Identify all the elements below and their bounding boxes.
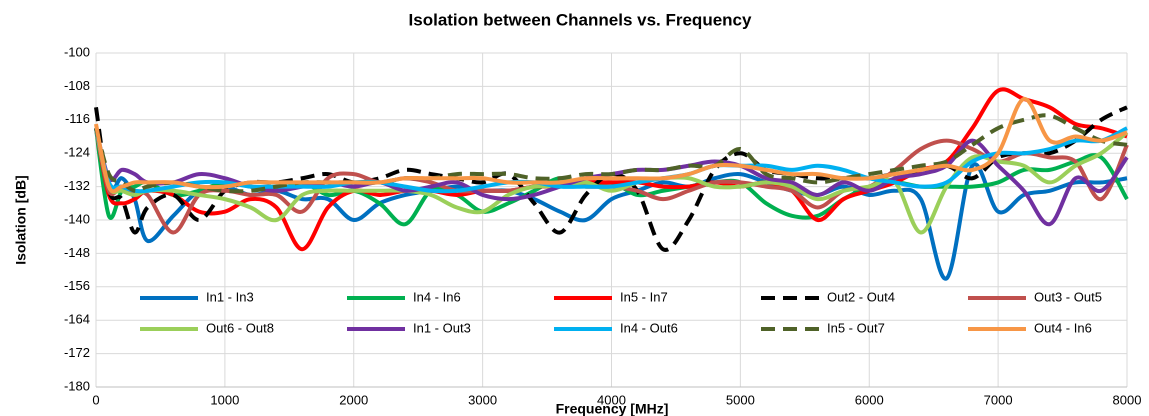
- legend-label: In4 - Out6: [620, 320, 678, 335]
- x-tick-label: 4000: [597, 392, 626, 407]
- legend-label: Out4 - In6: [1034, 320, 1092, 335]
- legend-label: Out2 - Out4: [827, 289, 895, 304]
- legend-label: Out6 - Out8: [206, 320, 274, 335]
- x-tick-label: 3000: [468, 392, 497, 407]
- y-axis-title: Isolation [dB]: [13, 175, 29, 264]
- series-line: [94, 127, 1129, 235]
- y-tick-label: -180: [64, 378, 90, 393]
- y-tick-label: -148: [64, 245, 90, 260]
- legend-label: In1 - In3: [206, 289, 254, 304]
- legend-label: Out3 - Out5: [1034, 289, 1102, 304]
- legend-label: In5 - In7: [620, 289, 668, 304]
- x-axis-title: Frequency [MHz]: [556, 401, 669, 416]
- x-tick-label: 2000: [339, 392, 368, 407]
- x-tick-label: 1000: [210, 392, 239, 407]
- legend-label: In4 - In6: [413, 289, 461, 304]
- x-tick-label: 8000: [1113, 392, 1142, 407]
- legend-label: In5 - Out7: [827, 320, 885, 335]
- x-tick-label: 7000: [984, 392, 1013, 407]
- series-line: [94, 96, 1128, 194]
- y-tick-label: -116: [65, 111, 90, 126]
- chart-title: Isolation between Channels vs. Frequency: [409, 10, 752, 29]
- y-tick-label: -164: [64, 312, 90, 327]
- legend-label: In1 - Out3: [413, 320, 471, 335]
- y-tick-label: -108: [64, 78, 90, 93]
- x-tick-label: 5000: [726, 392, 755, 407]
- y-tick-label: -132: [64, 178, 90, 193]
- y-tick-label: -140: [64, 211, 90, 226]
- series-line: [94, 113, 1128, 194]
- y-tick-label: -172: [64, 345, 90, 360]
- x-tick-label: 6000: [855, 392, 884, 407]
- y-tick-label: -100: [64, 44, 90, 59]
- x-tick-label: 0: [92, 392, 99, 407]
- series-line: [94, 126, 1128, 194]
- y-tick-label: -124: [64, 145, 90, 160]
- y-tick-label: -156: [64, 278, 90, 293]
